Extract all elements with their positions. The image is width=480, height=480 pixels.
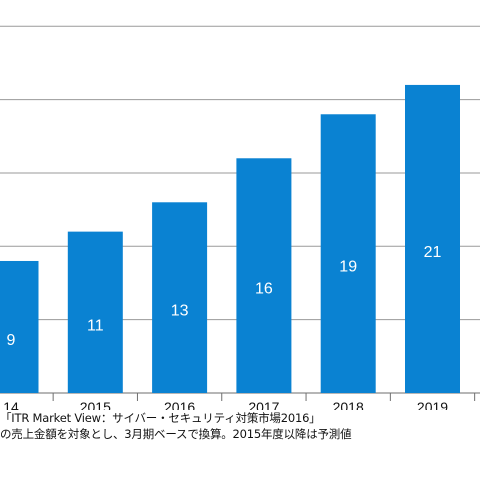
bar: [236, 158, 292, 393]
bar: [0, 260, 39, 393]
x-tick-label: 2019: [417, 399, 448, 410]
bar-chart: 9 14 11 2015 13 2016 16 2017 19 2018 21 2019: [0, 25, 480, 410]
data-label: 16: [255, 281, 273, 298]
bar: [320, 114, 376, 394]
data-label: 19: [339, 259, 357, 276]
bar: [152, 202, 208, 393]
x-tick-label: 2015: [80, 399, 111, 410]
x-tick-label: 14: [3, 399, 19, 410]
bar: [405, 84, 460, 394]
footnote-source: 「ITR Market View：サイバー・セキュリティ対策市場2016」: [0, 411, 321, 425]
data-label: 9: [7, 332, 16, 349]
footnote-note: の売上金額を対象とし、3月期ベースで換算。2015年度以降は予測値: [0, 427, 352, 441]
chart-svg: 9 14 11 2015 13 2016 16 2017 19 2018 21 2019: [0, 25, 480, 410]
data-label: 13: [171, 303, 189, 320]
x-tick-label: 2017: [248, 399, 279, 410]
bar: [67, 231, 123, 393]
x-tick-label: 2018: [333, 399, 364, 410]
data-label: 21: [424, 244, 442, 261]
data-label: 11: [87, 317, 104, 334]
x-tick-label: 2016: [164, 399, 195, 410]
